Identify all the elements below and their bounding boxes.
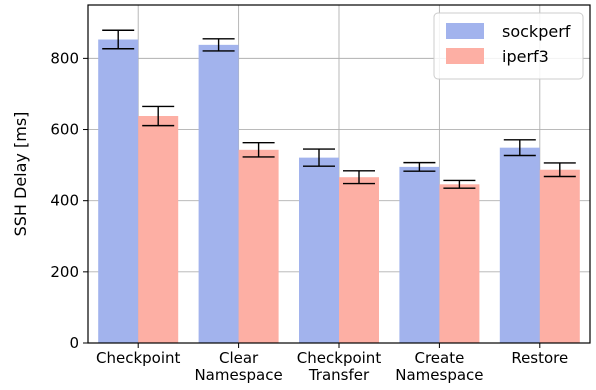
y-tick-label: 0 [69, 334, 79, 352]
x-tick-label-line: Clear [219, 349, 259, 367]
error-bar-sockperf [403, 161, 436, 172]
x-tick-label-line: Restore [511, 349, 568, 367]
x-tick-label: Clear Namespace [194, 349, 282, 384]
x-tick-label-line: Create [414, 349, 464, 367]
bar-iperf3 [339, 177, 379, 343]
bar-sockperf [198, 44, 239, 343]
y-tick-label: 200 [50, 263, 79, 281]
x-tick-label: Checkpoint [96, 349, 181, 367]
error-bars [102, 29, 576, 189]
x-tick-label: Checkpoint Transfer [297, 349, 382, 384]
bar-sockperf [499, 147, 540, 343]
error-bar-iperf3 [443, 179, 476, 189]
error-bar-iperf3 [142, 105, 175, 127]
error-bar-iperf3 [242, 141, 275, 158]
error-bar-iperf3 [543, 162, 576, 178]
bar-iperf3 [539, 169, 580, 343]
bars [98, 39, 580, 344]
error-bar-sockperf [503, 139, 536, 157]
y-axis: 0 200 400 600 800 [50, 49, 88, 352]
x-tick-label-line: Namespace [194, 366, 282, 384]
y-axis-label: SSH Delay [ms] [11, 112, 30, 237]
y-tick-label: 600 [50, 121, 79, 139]
x-tick-label-line: Transfer [308, 366, 370, 384]
error-bar-sockperf [303, 148, 335, 167]
legend-label-iperf3: iperf3 [502, 47, 549, 66]
legend-swatch-sockperf [446, 23, 484, 39]
legend-swatch-iperf3 [446, 48, 484, 64]
bar-iperf3 [439, 184, 480, 343]
bar-iperf3 [138, 116, 179, 343]
y-tick-label: 400 [50, 192, 79, 210]
x-tick-label-line: Checkpoint [96, 349, 181, 367]
bar-sockperf [98, 39, 139, 344]
x-tick-label: Create Namespace [395, 349, 483, 384]
error-bar-iperf3 [343, 170, 375, 185]
y-tick-label: 800 [50, 49, 79, 67]
x-tick-label-line: Checkpoint [297, 349, 382, 367]
bar-sockperf [399, 166, 440, 343]
error-bar-sockperf [202, 38, 235, 52]
bar-sockperf [299, 157, 339, 343]
x-tick-label: Restore [511, 349, 568, 367]
legend: sockperf iperf3 [433, 12, 584, 80]
legend-label-sockperf: sockperf [502, 22, 571, 41]
x-tick-label-line: Namespace [395, 366, 483, 384]
bar-iperf3 [238, 149, 279, 343]
error-bar-sockperf [102, 29, 135, 50]
